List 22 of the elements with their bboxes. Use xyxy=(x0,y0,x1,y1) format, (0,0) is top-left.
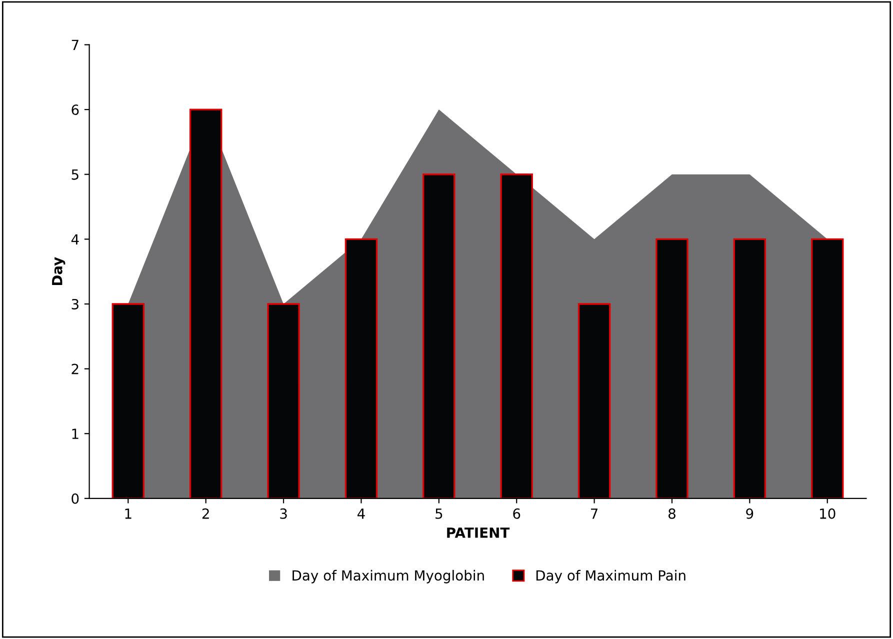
y-tick-label: 2 xyxy=(72,364,78,374)
x-tick-label: 10 xyxy=(820,508,836,519)
y-tick-label: 1 xyxy=(72,428,78,439)
x-axis-title: PATIENT xyxy=(447,528,510,538)
x-tick-label: 3 xyxy=(280,508,287,519)
x-tick-label: 7 xyxy=(591,508,598,519)
y-tick-label: 0 xyxy=(72,493,79,504)
y-tick-label: 3 xyxy=(72,298,78,310)
x-tick-label: 1 xyxy=(125,508,132,519)
legend-label: Day of Maximum Myoglobin xyxy=(292,570,484,584)
y-tick-label: 4 xyxy=(71,234,79,244)
x-tick-label: 5 xyxy=(436,508,442,519)
y-axis-title: Day xyxy=(52,257,66,286)
y-tick-label: 5 xyxy=(72,170,78,180)
y-tick-label: 6 xyxy=(72,104,79,116)
x-tick-label: 8 xyxy=(668,508,676,519)
x-tick-label: 2 xyxy=(202,508,209,519)
x-tick-label: 9 xyxy=(746,508,754,519)
x-tick-label: 4 xyxy=(357,508,365,519)
x-tick-label: 6 xyxy=(513,508,520,519)
legend-label: Day of Maximum Pain xyxy=(536,570,686,584)
y-tick-label: 7 xyxy=(72,40,78,50)
